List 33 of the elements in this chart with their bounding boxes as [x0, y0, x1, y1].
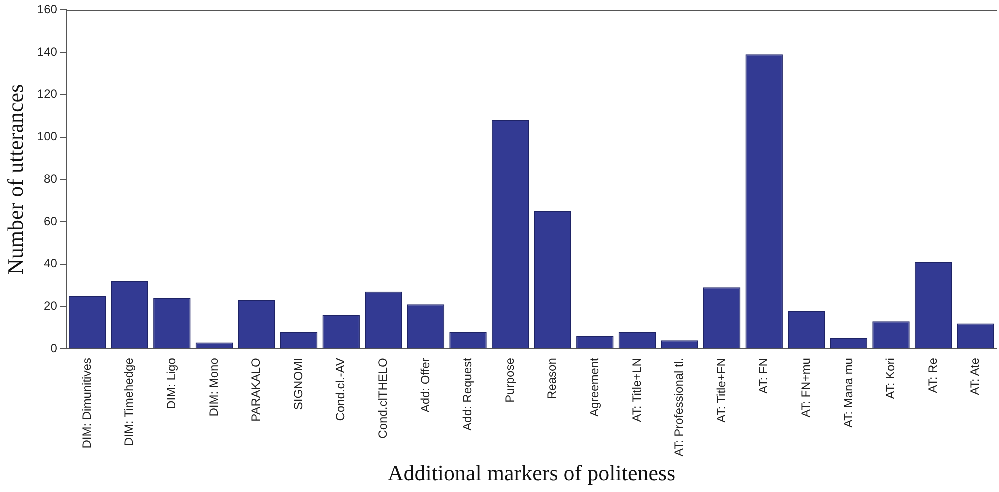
x-tick-label: Purpose [502, 358, 517, 403]
x-tick-label: AT: Mana mu [841, 358, 856, 428]
x-tick-label: AT: Title+FN [714, 358, 728, 423]
x-tick-label: DIM: Mono [206, 358, 221, 417]
x-tick-label: AT: Title+LN [630, 358, 644, 422]
x-tick-label: Cond.clTHELO [376, 358, 390, 439]
x-tick-label: Agreement [587, 357, 602, 417]
y-tick-label: 20 [44, 299, 58, 314]
x-tick-label: DIM: Dimunitives [80, 358, 94, 449]
x-tick-label: AT: Kori [884, 358, 898, 400]
y-tick-label: 40 [44, 256, 58, 271]
x-tick-label: AT: Ate [968, 358, 982, 396]
x-axis-title: Additional markers of politeness [388, 460, 676, 486]
x-tick-label: AT: FN [756, 358, 771, 394]
y-tick-label: 80 [44, 172, 58, 186]
x-tick-label: DIM: Ligo [164, 358, 178, 410]
x-tick-label: PARAKALO [249, 358, 264, 422]
x-tick-label: Add: Request [460, 357, 475, 431]
y-tick-label: 160 [37, 2, 58, 17]
x-tick-label: SIGNOMI [291, 358, 306, 410]
x-tick-label: DIM: Timehedge [122, 358, 136, 446]
x-tick-label: Add: Offer [418, 358, 432, 413]
x-tick-label: Cond.cl.-AV [334, 358, 348, 422]
y-tick-label: 120 [37, 87, 58, 102]
y-tick-label: 60 [44, 214, 58, 228]
x-tick-label: Reason [545, 358, 560, 400]
y-tick-label: 100 [37, 130, 58, 144]
y-tick-label: 0 [50, 341, 58, 356]
y-tick-label: 140 [37, 44, 58, 59]
x-tick-label: AT: FN+mu [798, 358, 813, 418]
y-axis-title: Number of utterances [2, 84, 28, 275]
x-tick-label: AT: Re [926, 358, 940, 394]
x-tick-label: AT: Professional tl. [672, 358, 686, 457]
